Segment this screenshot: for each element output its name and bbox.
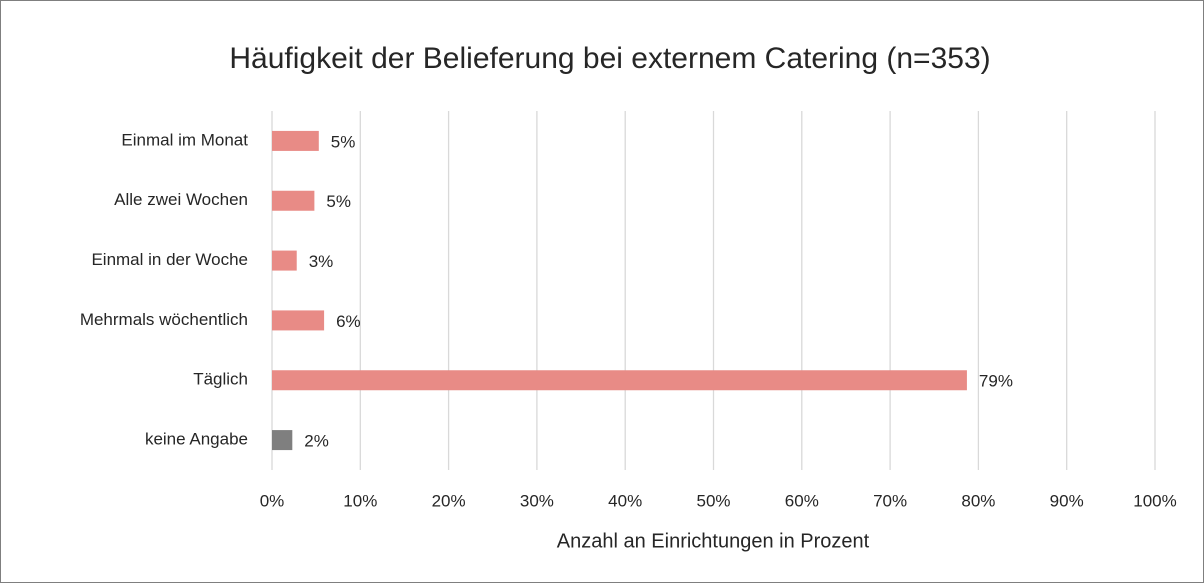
x-tick-label: 60% xyxy=(785,491,819,510)
bar xyxy=(272,190,315,211)
x-tick-label: 80% xyxy=(961,491,995,510)
x-tick-label: 70% xyxy=(873,491,907,510)
bar xyxy=(272,250,297,271)
y-tick-label: keine Angabe xyxy=(145,430,248,449)
data-label: 5% xyxy=(331,132,356,151)
bar xyxy=(272,130,319,151)
x-tick-label: 50% xyxy=(696,491,730,510)
data-label: 79% xyxy=(979,372,1013,391)
y-tick-label: Einmal in der Woche xyxy=(91,250,248,269)
x-tick-label: 10% xyxy=(343,491,377,510)
bar xyxy=(272,370,967,391)
data-label: 2% xyxy=(304,432,329,451)
data-label: 6% xyxy=(336,312,361,331)
x-tick-label: 40% xyxy=(608,491,642,510)
y-tick-label: Alle zwei Wochen xyxy=(114,190,248,209)
bar xyxy=(272,430,293,451)
y-tick-label: Mehrmals wöchentlich xyxy=(80,310,248,329)
x-tick-label: 0% xyxy=(260,491,285,510)
x-tick-label: 100% xyxy=(1133,491,1176,510)
y-tick-label: Einmal im Monat xyxy=(121,130,248,149)
x-axis-label: Anzahl an Einrichtungen in Prozent xyxy=(557,530,870,552)
bar xyxy=(272,310,325,331)
x-tick-label: 30% xyxy=(520,491,554,510)
data-label: 3% xyxy=(309,252,334,271)
x-tick-label: 90% xyxy=(1050,491,1084,510)
data-label: 5% xyxy=(326,192,351,211)
x-tick-label: 20% xyxy=(432,491,466,510)
chart-title: Häufigkeit der Belieferung bei externem … xyxy=(229,42,990,75)
y-tick-label: Täglich xyxy=(193,370,248,389)
